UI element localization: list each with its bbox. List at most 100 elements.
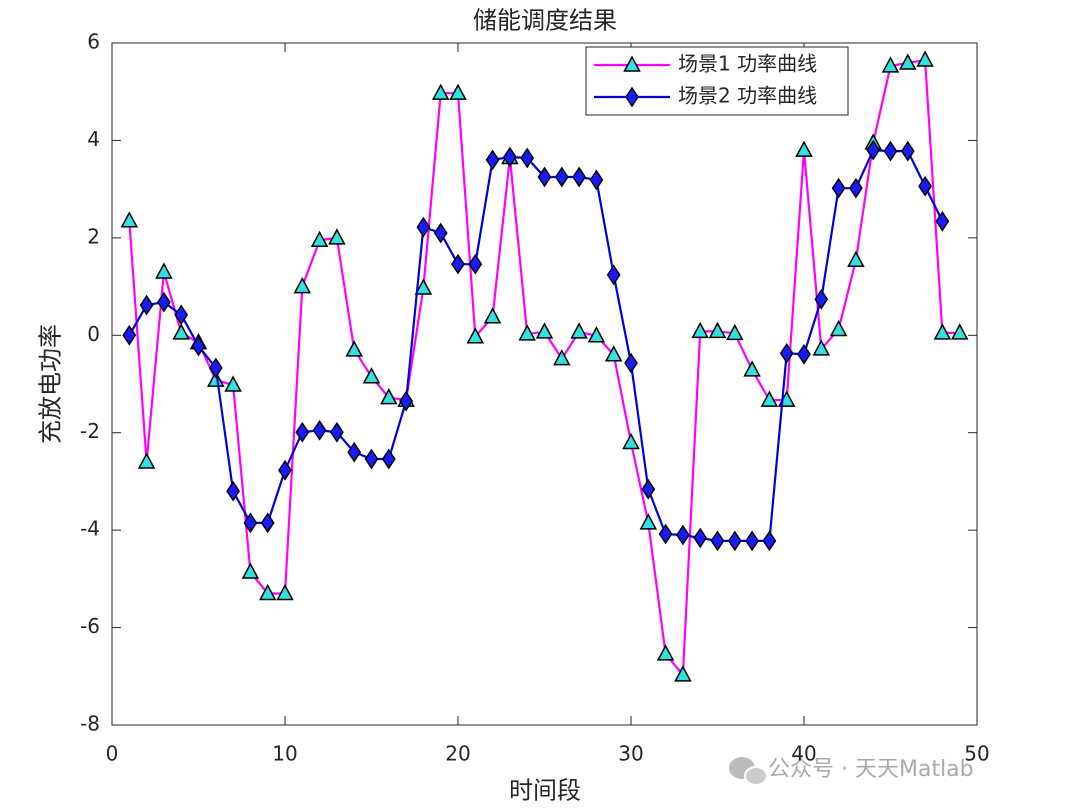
data-point xyxy=(831,177,846,199)
data-point xyxy=(466,327,485,344)
data-point xyxy=(362,367,381,384)
data-point xyxy=(572,166,587,188)
data-point xyxy=(155,262,173,279)
plot-area xyxy=(112,43,977,725)
data-point xyxy=(381,448,396,470)
data-point xyxy=(624,352,638,374)
data-point xyxy=(726,323,744,341)
data-point xyxy=(641,478,656,500)
data-point xyxy=(258,583,277,601)
data-point xyxy=(658,523,673,545)
data-point xyxy=(416,216,431,238)
data-point xyxy=(207,370,225,387)
data-point xyxy=(795,140,813,157)
data-point xyxy=(347,441,362,463)
data-point xyxy=(743,360,761,377)
data-point xyxy=(520,147,535,169)
data-point xyxy=(137,452,156,469)
data-point xyxy=(881,56,900,73)
data-point xyxy=(241,562,260,579)
data-point xyxy=(208,357,223,379)
data-point xyxy=(414,278,433,295)
data-point xyxy=(587,326,606,343)
data-point xyxy=(847,250,865,268)
y-axis-label: 充放电功率 xyxy=(37,324,65,444)
data-point xyxy=(745,530,760,552)
data-point xyxy=(570,322,588,339)
legend-marker xyxy=(623,55,641,72)
data-point xyxy=(502,146,517,168)
data-point xyxy=(243,512,258,534)
data-point xyxy=(295,421,310,443)
x-tick-label: 40 xyxy=(791,742,816,766)
data-point xyxy=(950,323,969,340)
data-point xyxy=(639,513,658,530)
data-point xyxy=(900,140,915,162)
data-point xyxy=(933,323,952,340)
data-point xyxy=(656,644,675,661)
data-point xyxy=(191,335,206,357)
legend-label: 场景1 功率曲线 xyxy=(678,52,817,76)
data-point xyxy=(589,169,604,191)
data-point xyxy=(727,530,742,552)
data-point xyxy=(380,388,398,405)
data-point xyxy=(918,175,933,197)
data-point xyxy=(760,390,779,407)
data-point xyxy=(451,253,465,275)
data-point xyxy=(468,253,483,275)
data-point xyxy=(779,342,794,364)
data-point xyxy=(260,512,275,534)
data-point xyxy=(431,83,450,100)
data-point xyxy=(710,530,725,552)
data-point xyxy=(622,432,640,450)
data-point xyxy=(345,340,363,357)
chart-title: 储能调度结果 xyxy=(473,7,617,35)
x-tick-label: 0 xyxy=(106,742,119,766)
data-point xyxy=(693,527,708,549)
x-tick-label: 20 xyxy=(445,742,470,766)
data-point xyxy=(708,321,727,339)
data-point xyxy=(328,228,346,245)
data-point xyxy=(848,177,863,199)
data-point xyxy=(226,480,241,502)
data-point xyxy=(797,343,811,365)
data-point xyxy=(312,419,327,441)
data-point xyxy=(329,421,344,443)
data-point xyxy=(122,324,137,346)
y-tick-label: 2 xyxy=(87,224,100,248)
data-point xyxy=(554,166,569,188)
y-tick-label: 6 xyxy=(87,30,100,54)
data-point xyxy=(139,294,154,316)
data-point xyxy=(485,149,500,171)
watermark-icon xyxy=(729,757,768,786)
data-point xyxy=(172,323,190,340)
legend-marker xyxy=(625,86,639,108)
data-point xyxy=(276,583,294,601)
data-point xyxy=(535,322,554,339)
data-point xyxy=(120,211,139,228)
y-tick-label: 0 xyxy=(87,322,100,346)
y-tick-label: -6 xyxy=(80,614,100,638)
data-point xyxy=(762,530,777,552)
data-point xyxy=(364,448,379,470)
y-tick-label: -8 xyxy=(80,712,100,736)
data-point xyxy=(691,321,709,339)
x-tick-label: 10 xyxy=(272,742,297,766)
data-point xyxy=(935,210,950,232)
x-tick-label: 50 xyxy=(964,742,989,766)
data-point xyxy=(293,276,312,294)
axes-box xyxy=(111,42,978,726)
data-point xyxy=(449,83,467,100)
data-point xyxy=(814,288,829,310)
data-point xyxy=(174,304,189,326)
data-point xyxy=(812,339,831,356)
watermark: 公众号 · 天天Matlab xyxy=(768,757,974,782)
data-point xyxy=(278,459,292,481)
y-tick-label: -4 xyxy=(80,517,100,541)
x-axis-label: 时间段 xyxy=(509,777,581,805)
data-point xyxy=(156,291,171,313)
data-point xyxy=(399,390,414,412)
data-point xyxy=(310,230,329,248)
y-tick-label: -2 xyxy=(80,419,100,443)
